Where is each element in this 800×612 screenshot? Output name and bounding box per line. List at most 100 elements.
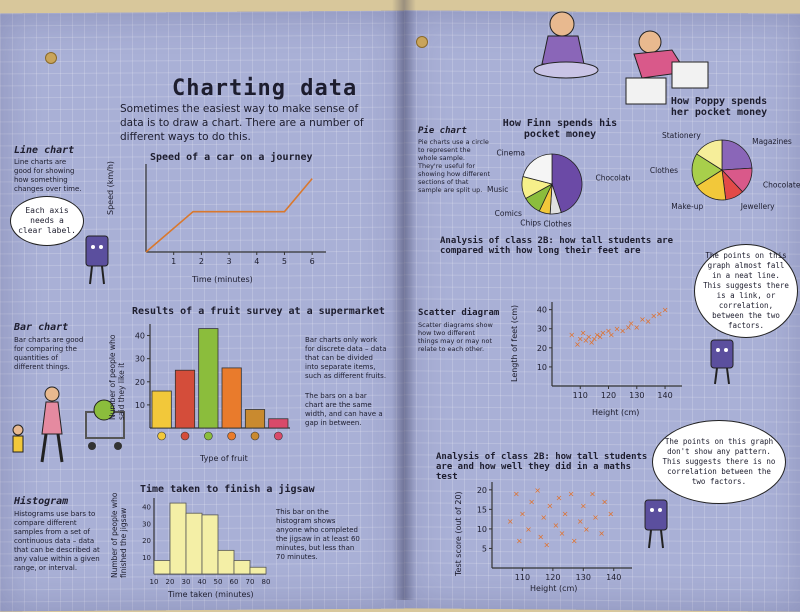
bar-cherry <box>268 418 289 429</box>
scatter-point: × <box>556 494 563 503</box>
pie-chart-text: Pie charts use a circle to represent the… <box>418 138 491 194</box>
x-tick-label: 140 <box>657 391 672 400</box>
pin-icon <box>45 52 57 64</box>
histogram-bar <box>201 514 219 575</box>
histogram-bar <box>153 560 171 575</box>
chart-title: How Poppy spends her pocket money <box>670 96 768 118</box>
y-axis-label: Length of feet (cm) <box>510 304 519 382</box>
scatter-point: × <box>619 327 626 336</box>
histogram-bar <box>185 512 203 575</box>
pie-slice-magazines <box>721 139 753 171</box>
pie-label: Comics <box>495 209 522 218</box>
speech-bubble: The points on this graph don't show any … <box>652 420 786 504</box>
y-tick-label: 15 <box>477 505 487 514</box>
y-tick-label: 10 <box>477 525 487 534</box>
pie-label: Chips <box>520 219 541 228</box>
banana-icon <box>157 431 166 441</box>
scatter-point: × <box>645 317 652 326</box>
pie-slice-cinema <box>522 153 553 185</box>
pie-label: Stationery <box>662 131 701 140</box>
y-tick-label: 40 <box>142 503 151 511</box>
bar-pear <box>198 328 219 429</box>
scatter-point: × <box>598 529 605 538</box>
scatter-point: × <box>589 490 596 499</box>
scatter-point: × <box>656 309 663 318</box>
x-tick-label: 2 <box>199 257 204 266</box>
book-character-icon <box>710 339 734 385</box>
pie-label: Cinema <box>496 148 525 157</box>
y-tick-label: 30 <box>135 355 145 364</box>
histogram-text: Histograms use bars to compare different… <box>14 510 100 572</box>
chart-title: Time taken to finish a jigsaw <box>140 484 315 495</box>
scatter-point: × <box>525 525 532 534</box>
y-tick-label: 20 <box>135 378 145 387</box>
series-line <box>145 178 313 253</box>
line-chart-text: Line charts are good for showing how som… <box>14 158 82 193</box>
histogram-bar <box>169 502 187 575</box>
scatter-point: × <box>528 498 535 507</box>
speech-bubble: The points on this graph almost fall in … <box>694 244 798 338</box>
pie-label: Music <box>487 185 508 194</box>
page-title: Charting data <box>172 76 358 101</box>
histogram-heading: Histogram <box>14 496 69 507</box>
x-tick-label: 30 <box>182 578 191 586</box>
bar-chart-note: The bars on a bar chart are the same wid… <box>305 392 383 427</box>
bar-chart-note: Bar charts only work for discrete data –… <box>305 336 387 380</box>
scatter-text: Scatter diagrams show how two different … <box>418 321 493 353</box>
scatter-point: × <box>577 517 584 526</box>
pie-label: Chocolate <box>763 181 800 190</box>
y-tick-label: 40 <box>537 306 547 315</box>
x-tick-label: 120 <box>601 391 616 400</box>
pie-chart-heading: Pie chart <box>418 126 467 136</box>
scatter-point: × <box>588 338 595 347</box>
scatter-point: × <box>608 330 615 339</box>
intro-text: Sometimes the easiest way to make sense … <box>120 103 364 143</box>
scatter-point: × <box>580 501 587 510</box>
x-tick-label: 80 <box>262 578 271 586</box>
orange-icon <box>227 431 236 441</box>
x-tick-label: 130 <box>576 573 591 582</box>
y-tick-label: 5 <box>482 544 487 553</box>
y-tick-label: 20 <box>477 486 487 495</box>
scatter-point: × <box>607 509 614 518</box>
x-tick-label: 130 <box>629 391 644 400</box>
chart-title: Results of a fruit survey at a supermark… <box>132 306 385 317</box>
scatter-heading: Scatter diagram <box>418 308 500 318</box>
chart-title: Analysis of class 2B: how tall students … <box>440 236 673 256</box>
y-tick-label: 20 <box>537 344 547 353</box>
scatter-point: × <box>562 509 569 518</box>
x-tick-label: 140 <box>606 573 621 582</box>
scatter-point: × <box>585 332 592 341</box>
chart-title: Analysis of class 2B: how tall students … <box>436 452 648 482</box>
scatter-point: × <box>580 329 587 338</box>
x-tick-label: 1 <box>171 257 176 266</box>
x-axis-label: Height (cm) <box>530 584 578 593</box>
scatter-point: × <box>568 490 575 499</box>
scatter-point: × <box>628 319 635 328</box>
scatter-point: × <box>583 336 590 345</box>
scatter-point: × <box>662 306 669 315</box>
scatter-point: × <box>571 537 578 546</box>
scatter-point: × <box>591 334 598 343</box>
line-chart-heading: Line chart <box>14 145 75 156</box>
x-tick-label: 20 <box>166 578 175 586</box>
x-tick-label: 4 <box>254 257 259 266</box>
y-tick-label: 10 <box>142 554 151 562</box>
scatter-point: × <box>583 525 590 534</box>
scatter-point: × <box>513 490 520 499</box>
y-tick-label: 10 <box>537 363 547 372</box>
pie-label: Clothes <box>650 166 678 175</box>
y-axis-label: Number of people who finished the jigsaw <box>110 492 128 578</box>
pie-label: Jewellery <box>740 202 775 211</box>
book-character-icon <box>644 499 668 549</box>
x-tick-label: 10 <box>150 578 159 586</box>
y-tick-label: 30 <box>142 520 151 528</box>
y-tick-label: 10 <box>135 401 145 410</box>
apple-icon <box>180 431 190 441</box>
scatter-point: × <box>540 513 547 522</box>
bar-apple <box>174 369 196 429</box>
x-tick-label: 50 <box>214 578 223 586</box>
